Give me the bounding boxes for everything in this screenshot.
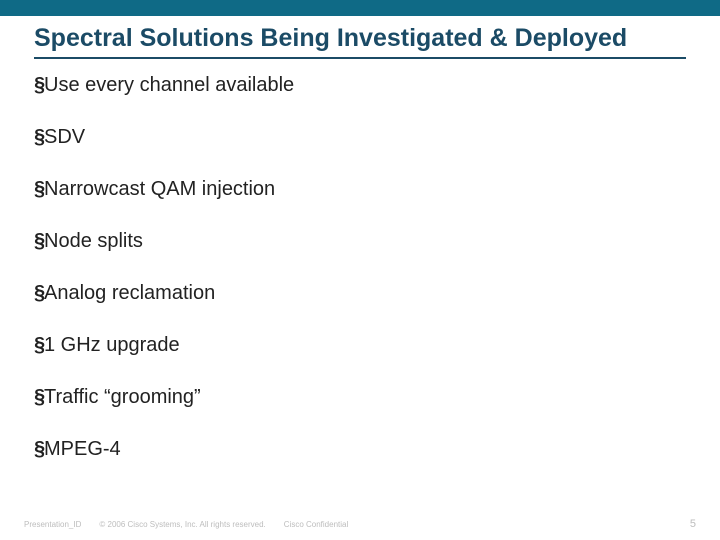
bullet-text: Narrowcast QAM injection [44, 177, 275, 201]
footer-copyright: © 2006 Cisco Systems, Inc. All rights re… [99, 520, 265, 529]
bullet-text: MPEG-4 [44, 437, 121, 461]
bullet-marker-icon: § [34, 229, 44, 253]
bullet-marker-icon: § [34, 281, 44, 305]
bullet-item: §MPEG-4 [34, 437, 686, 461]
bullet-item: §Narrowcast QAM injection [34, 177, 686, 201]
bullet-marker-icon: § [34, 333, 44, 357]
bullet-item: §Analog reclamation [34, 281, 686, 305]
bullet-text: Use every channel available [44, 73, 294, 97]
bullet-item: §Traffic “grooming” [34, 385, 686, 409]
bullet-item: §1 GHz upgrade [34, 333, 686, 357]
bullet-list: §Use every channel available§SDV§Narrowc… [0, 59, 720, 461]
bullet-marker-icon: § [34, 385, 44, 409]
bullet-text: SDV [44, 125, 85, 149]
top-accent-bar [0, 0, 720, 16]
slide-title: Spectral Solutions Being Investigated & … [0, 16, 720, 57]
bullet-text: Traffic “grooming” [44, 385, 201, 409]
footer-page-number: 5 [690, 518, 696, 530]
bullet-text: Node splits [44, 229, 143, 253]
bullet-marker-icon: § [34, 437, 44, 461]
bullet-marker-icon: § [34, 73, 44, 97]
bullet-item: §Node splits [34, 229, 686, 253]
footer: Presentation_ID © 2006 Cisco Systems, In… [0, 518, 720, 530]
bullet-item: §Use every channel available [34, 73, 686, 97]
footer-confidential: Cisco Confidential [284, 520, 348, 529]
footer-presentation-id: Presentation_ID [24, 520, 81, 529]
footer-left: Presentation_ID © 2006 Cisco Systems, In… [24, 520, 348, 529]
bullet-marker-icon: § [34, 125, 44, 149]
bullet-item: §SDV [34, 125, 686, 149]
slide: Spectral Solutions Being Investigated & … [0, 0, 720, 540]
bullet-text: 1 GHz upgrade [44, 333, 180, 357]
bullet-text: Analog reclamation [44, 281, 215, 305]
bullet-marker-icon: § [34, 177, 44, 201]
